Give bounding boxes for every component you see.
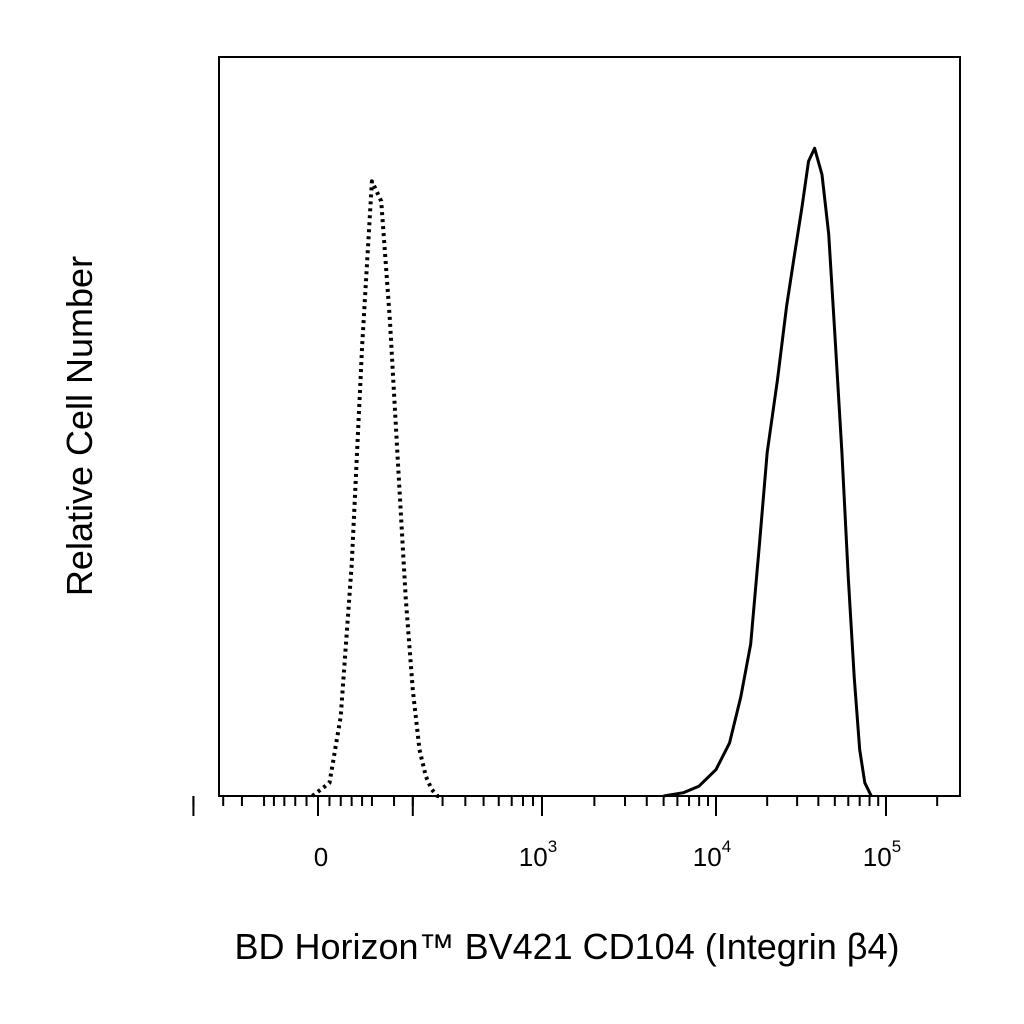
x-tick-labels: 0 103 104 105 xyxy=(314,837,901,872)
x-tick-label: 103 xyxy=(519,837,557,872)
x-axis-title: BD Horizon™ BV421 CD104 (Integrin β4) xyxy=(235,926,900,967)
x-axis-ticks xyxy=(192,796,939,816)
series-layer xyxy=(311,146,873,798)
plot-frame xyxy=(218,56,961,797)
x-tick-label: 105 xyxy=(863,837,901,872)
x-tick-label: 0 xyxy=(314,842,328,872)
stained-cells-series xyxy=(663,146,873,798)
y-axis-title: Relative Cell Number xyxy=(59,256,100,596)
x-tick-label: 104 xyxy=(693,837,731,872)
